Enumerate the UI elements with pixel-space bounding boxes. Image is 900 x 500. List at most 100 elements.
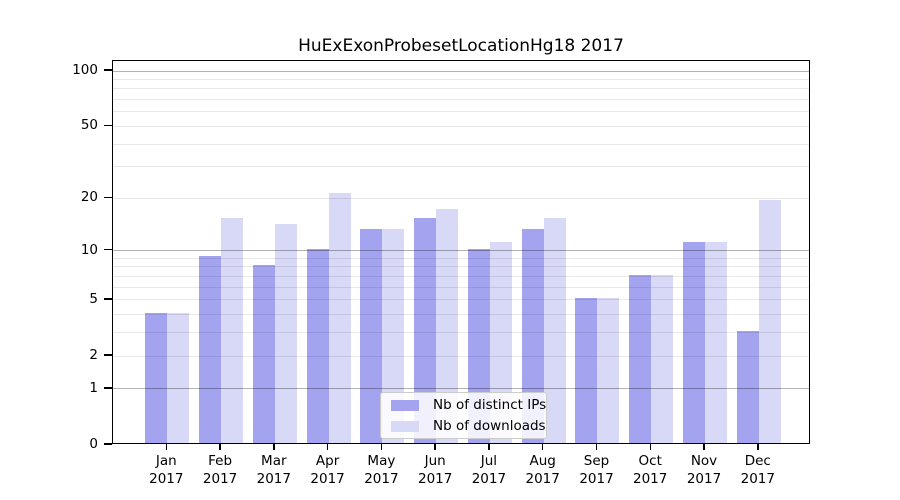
bar-downloads-jun: [436, 208, 459, 443]
bar-downloads-feb: [221, 218, 244, 443]
x-tick-month: Jun: [424, 453, 446, 469]
x-tick-jun: [434, 444, 436, 450]
x-tick-month: Oct: [638, 453, 662, 469]
x-tick-oct: [649, 444, 651, 450]
gridline-minor-9: [113, 257, 809, 259]
x-tick-year: 2017: [310, 470, 345, 487]
y-tick-100: [104, 69, 112, 71]
y-tick-label-5: 5: [89, 290, 98, 307]
x-tick-year: 2017: [525, 470, 560, 487]
x-tick-apr: [326, 444, 329, 450]
x-tick-jul: [488, 444, 490, 450]
legend: Nb of distinct IPs Nb of downloads: [380, 392, 547, 439]
x-tick-year: 2017: [471, 470, 507, 487]
y-tick-2: [104, 354, 112, 356]
bar-downloads-mar: [274, 223, 297, 443]
x-tick-year: 2017: [149, 470, 184, 487]
x-tick-label-apr: Apr 2017: [286, 453, 370, 488]
gridline-major-10: [113, 250, 809, 252]
bar-downloads-oct: [651, 274, 674, 443]
x-tick-month: Dec: [744, 453, 771, 469]
bar-downloads-sep: [597, 297, 620, 443]
x-tick-year: 2017: [686, 470, 722, 487]
gridline-minor-2: [113, 355, 809, 357]
x-tick-dec: [757, 444, 759, 450]
gridline-minor-50: [113, 125, 809, 127]
x-tick-year: 2017: [418, 470, 453, 487]
x-tick-month: Jan: [155, 453, 177, 469]
x-tick-label-jun: Jun 2017: [393, 453, 477, 488]
y-tick-50: [104, 124, 112, 127]
x-tick-mar: [273, 444, 275, 450]
y-tick-label-20: 20: [80, 189, 98, 206]
x-tick-month: Jul: [480, 453, 498, 469]
bar-ips-dec: [736, 330, 759, 443]
x-tick-month: Feb: [208, 453, 233, 469]
y-tick-label-50: 50: [80, 117, 98, 134]
gridline-minor-30: [113, 166, 809, 168]
bar-ips-mar: [252, 264, 275, 443]
x-tick-label-oct: Oct 2017: [608, 453, 692, 488]
legend-label-ips: Nb of distinct IPs: [433, 397, 547, 413]
gridline-major-100: [113, 70, 809, 72]
gridline-minor-3: [113, 332, 809, 334]
y-tick-20: [104, 196, 112, 198]
x-tick-label-feb: Feb 2017: [178, 453, 262, 488]
x-tick-label-aug: Aug 2017: [501, 453, 585, 488]
gridline-major-1: [113, 388, 809, 390]
bar-ips-aug: [521, 229, 544, 443]
x-tick-jan: [165, 444, 168, 450]
bar-ips-apr: [306, 248, 329, 443]
y-tick-10: [104, 248, 112, 251]
x-tick-month: Nov: [690, 453, 718, 469]
x-tick-label-jul: Jul 2017: [447, 453, 531, 488]
gridline-minor-4: [113, 314, 809, 316]
x-tick-year: 2017: [202, 470, 238, 487]
gridline-minor-6: [113, 286, 809, 288]
gridline-minor-7: [113, 276, 809, 277]
bar-downloads-nov: [705, 241, 727, 443]
x-tick-year: 2017: [579, 470, 614, 487]
gridline-minor-70: [113, 99, 809, 101]
bar-downloads-may: [382, 229, 405, 443]
bar-downloads-apr: [328, 192, 351, 443]
y-tick-5: [104, 298, 112, 300]
plot-area: Nb of distinct IPs Nb of downloads: [112, 60, 810, 444]
x-tick-month: Aug: [529, 453, 556, 469]
bar-ips-oct: [629, 274, 652, 443]
bar-ips-may: [360, 229, 383, 443]
x-tick-may: [380, 444, 383, 450]
y-tick-label-10: 10: [80, 241, 98, 258]
x-tick-year: 2017: [364, 470, 399, 487]
x-tick-label-nov: Nov 2017: [662, 453, 746, 488]
bar-downloads-jan: [167, 312, 190, 443]
x-tick-label-jan: Jan 2017: [124, 453, 208, 488]
x-tick-month: Apr: [315, 453, 340, 469]
y-tick-1: [104, 387, 112, 389]
x-tick-label-dec: Dec 2017: [716, 453, 800, 488]
x-tick-year: 2017: [633, 470, 668, 487]
x-tick-label-may: May 2017: [339, 453, 423, 488]
x-tick-label-sep: Sep 2017: [555, 453, 639, 488]
y-tick-label-2: 2: [89, 347, 98, 363]
x-tick-month: Mar: [261, 453, 287, 469]
legend-item-ips: Nb of distinct IPs: [391, 397, 546, 413]
bar-downloads-dec: [758, 200, 781, 443]
x-tick-nov: [703, 444, 705, 450]
gridline-minor-40: [113, 143, 809, 145]
x-tick-year: 2017: [740, 470, 775, 487]
legend-swatch-ips: [391, 399, 419, 411]
gridline-minor-90: [113, 78, 809, 80]
legend-swatch-downloads: [391, 420, 419, 432]
y-tick-label-0: 0: [89, 436, 98, 452]
bar-ips-feb: [199, 256, 222, 443]
chart-title: HuExExonProbesetLocationHg18 2017: [298, 36, 624, 56]
x-tick-sep: [595, 444, 598, 450]
bar-downloads-aug: [543, 218, 566, 443]
x-tick-month: May: [367, 453, 396, 469]
legend-item-downloads: Nb of downloads: [391, 418, 546, 434]
x-tick-feb: [219, 444, 221, 450]
x-tick-month: Sep: [583, 453, 610, 469]
gridline-minor-60: [113, 111, 809, 113]
